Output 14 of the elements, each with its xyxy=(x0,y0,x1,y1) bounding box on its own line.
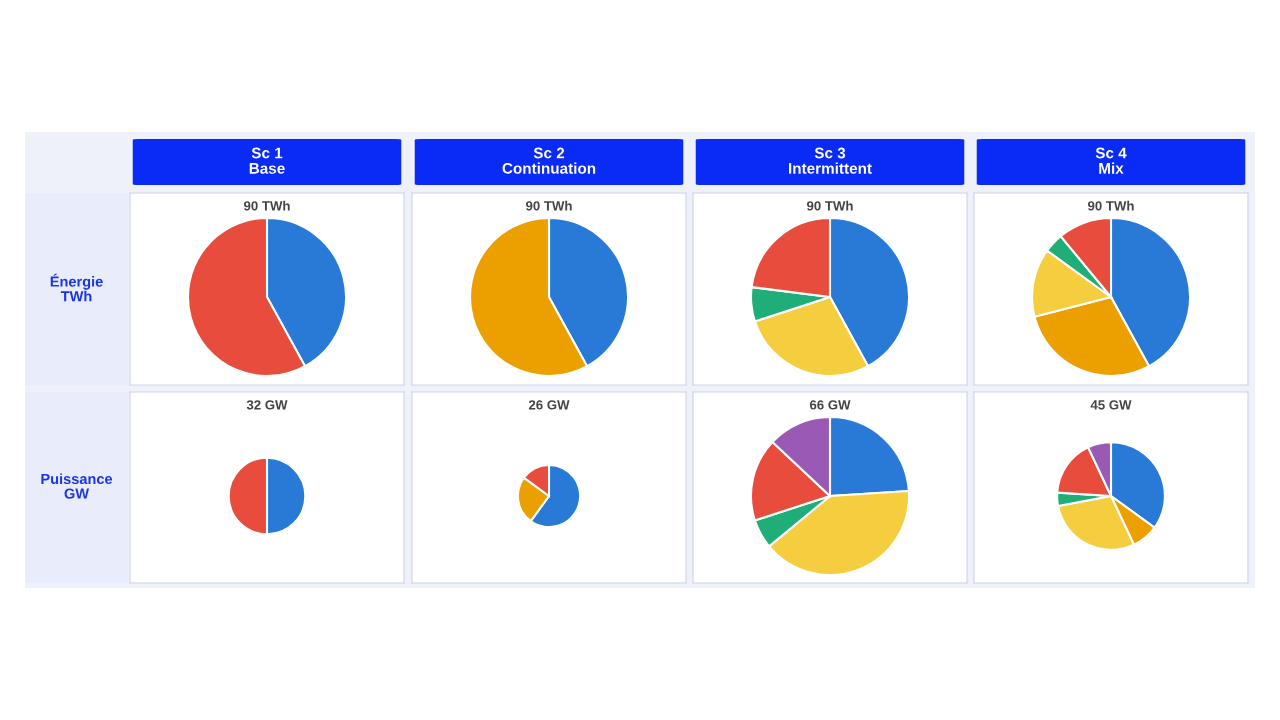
chart-title: 66 GW xyxy=(809,400,851,410)
text: Sc 4 Mix xyxy=(1095,147,1127,174)
chart-title: 90 TWh xyxy=(807,200,853,211)
chart-title: 90 TWh xyxy=(526,200,572,211)
text: Sc 2 Continuation xyxy=(502,147,596,174)
text: Puissance GW xyxy=(41,473,113,499)
text: Sc 1 Base xyxy=(249,147,285,174)
chart-title: 26 GW xyxy=(528,400,570,410)
text: Sc 3 Intermittent xyxy=(789,147,872,174)
chart-title: 45 GW xyxy=(1090,400,1132,410)
chart-title: 32 GW xyxy=(246,400,288,410)
text: Énergie TWh xyxy=(50,273,103,302)
chart-title: 90 TWh xyxy=(244,200,290,211)
chart-title: 90 TWh xyxy=(1088,200,1134,211)
